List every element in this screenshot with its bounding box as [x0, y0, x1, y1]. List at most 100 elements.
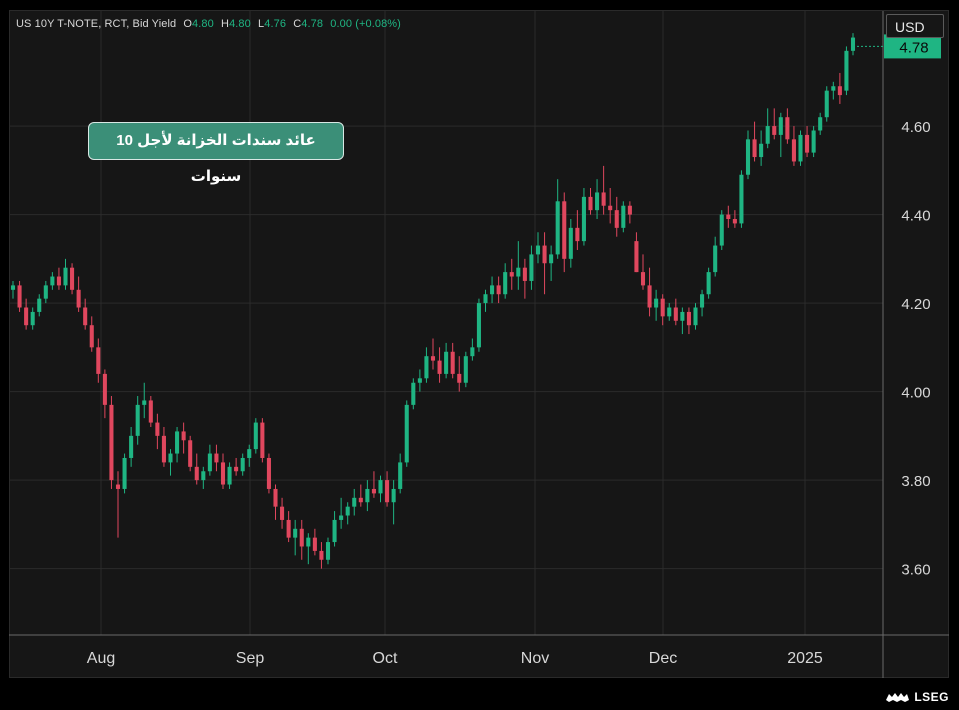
candle-body [654, 298, 659, 308]
candle [726, 205, 731, 228]
candle [529, 245, 534, 290]
candle [693, 303, 698, 330]
candle-body [634, 241, 639, 273]
candle [568, 219, 573, 268]
candle-body [142, 400, 147, 405]
candle-body [371, 488, 376, 494]
currency-button[interactable]: USD [886, 14, 944, 38]
candle [24, 298, 29, 330]
candle-body [135, 404, 140, 436]
candle-body [542, 245, 547, 264]
candle [483, 289, 488, 312]
candle [240, 453, 245, 476]
candle [608, 188, 613, 224]
x-tick-label: Sep [236, 650, 265, 667]
candle [227, 462, 232, 489]
candle-body [785, 117, 790, 140]
candle-body [280, 506, 285, 520]
candle-body [404, 404, 409, 463]
candle [752, 121, 757, 162]
candle [575, 210, 580, 250]
candle [345, 502, 350, 525]
candle-body [818, 117, 823, 131]
y-tick-label: 4.60 [901, 119, 930, 136]
candle-body [411, 382, 416, 405]
candle-body [247, 449, 252, 458]
candle [109, 396, 114, 489]
candle [17, 280, 22, 312]
candle-body [430, 356, 436, 361]
candle [818, 112, 823, 135]
candle [70, 263, 75, 295]
candle [404, 400, 409, 467]
candle-body [805, 134, 810, 153]
candle [437, 347, 442, 383]
candle [759, 130, 764, 166]
candle [122, 453, 127, 494]
candle-body [529, 254, 534, 281]
candle-body [640, 272, 646, 286]
candle-body [201, 471, 206, 481]
candle-body [831, 86, 836, 91]
candle-body [522, 267, 527, 281]
candle [549, 245, 554, 281]
candle-body [811, 130, 816, 153]
y-tick-label: 4.00 [901, 385, 930, 402]
candle-body [332, 519, 337, 543]
candle [706, 267, 711, 299]
candle [490, 276, 495, 304]
candle [430, 338, 436, 370]
candle-body [260, 422, 265, 458]
candle [640, 254, 646, 290]
candle [378, 475, 383, 503]
candle [713, 236, 718, 277]
candle-body [457, 373, 462, 383]
candle-body [765, 126, 770, 144]
candle-body [778, 117, 783, 135]
low-label: L [258, 18, 265, 30]
y-tick-label: 4.40 [901, 208, 930, 225]
candle-body [299, 528, 304, 547]
candle-body [509, 272, 514, 277]
candle [286, 511, 291, 543]
candle-body [470, 347, 475, 357]
candle [837, 72, 842, 104]
candle-body [621, 205, 626, 228]
candle-body [713, 245, 718, 273]
close-label: C [293, 18, 302, 30]
candle [273, 484, 278, 520]
candle-body [50, 276, 55, 286]
candle-body [266, 457, 271, 489]
candle-body [312, 537, 317, 551]
candle [161, 427, 166, 467]
candle [175, 427, 180, 463]
candle [522, 258, 527, 299]
candle-body [286, 519, 291, 538]
candle-body [463, 356, 468, 383]
candle-body [339, 515, 344, 520]
candle [293, 519, 298, 556]
grid-lines [9, 11, 883, 635]
candle [542, 232, 547, 295]
candle [319, 542, 324, 569]
candle-body [161, 435, 166, 463]
candle-body [588, 196, 593, 211]
open-value: 4.80 [192, 18, 214, 30]
candle [214, 444, 219, 472]
candle-body [850, 37, 856, 51]
candle [719, 210, 724, 250]
candle [555, 179, 560, 259]
candle [535, 232, 541, 264]
candle [63, 258, 68, 290]
candle [476, 298, 481, 352]
candle [831, 81, 836, 100]
close-value: 4.78 [301, 18, 324, 30]
candle-body [516, 267, 521, 277]
candle [614, 196, 619, 237]
candle [83, 298, 88, 330]
candle-body [739, 174, 744, 224]
candle [365, 480, 370, 512]
candle-body [24, 307, 29, 326]
candle-body [759, 143, 764, 158]
